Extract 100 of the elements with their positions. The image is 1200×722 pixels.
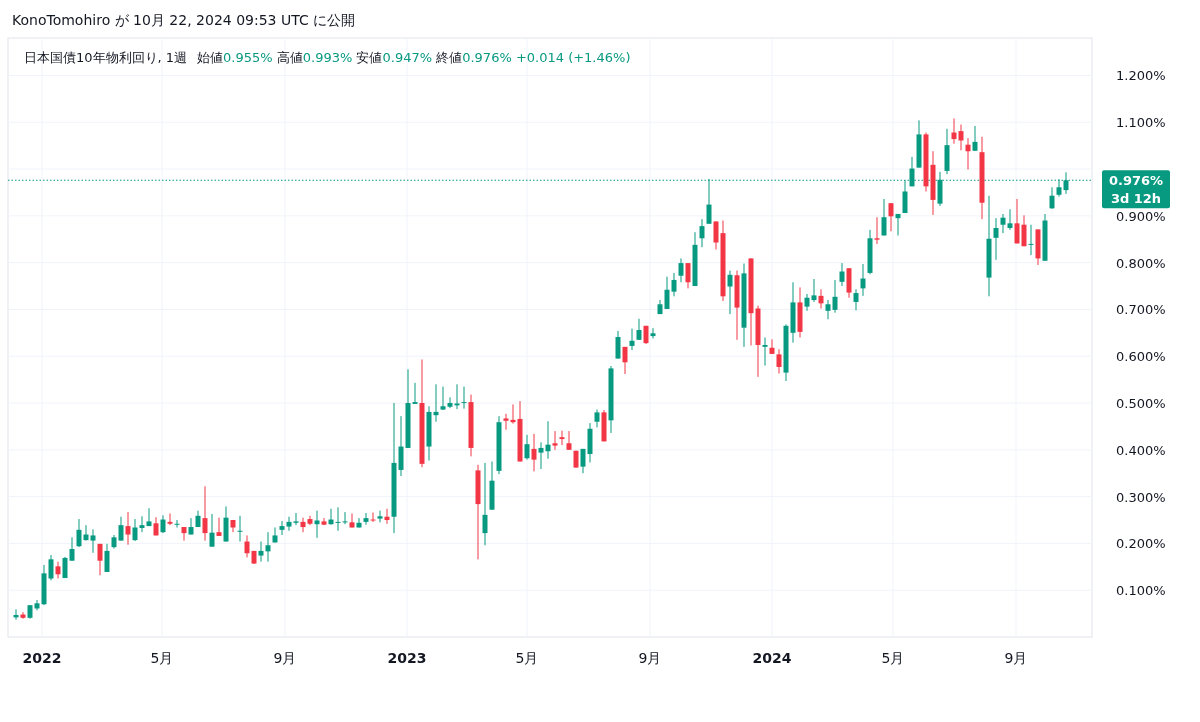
x-tick-label: 9月 bbox=[638, 650, 662, 666]
candlestick bbox=[839, 262, 845, 287]
candlestick bbox=[559, 430, 565, 446]
candlestick bbox=[629, 328, 635, 351]
candlestick bbox=[972, 125, 978, 152]
candlestick bbox=[1000, 213, 1006, 234]
candlestick bbox=[531, 433, 537, 472]
candlestick bbox=[853, 288, 859, 311]
text: 3d 12h bbox=[1110, 191, 1162, 207]
y-tick-label: 0.100% bbox=[1116, 583, 1166, 599]
text: 始値0.955% 高値0.993% 安値0.947% 終値0.976% +0.014 (+1.46%) bbox=[197, 50, 631, 65]
x-tick-label: 5月 bbox=[150, 650, 174, 666]
candlestick bbox=[762, 337, 768, 367]
candlestick bbox=[265, 531, 271, 563]
y-tick-label: 0.400% bbox=[1116, 442, 1166, 458]
candlestick bbox=[650, 327, 656, 339]
candlestick bbox=[1014, 198, 1020, 244]
y-tick-label: 0.900% bbox=[1116, 208, 1166, 224]
candlestick bbox=[335, 506, 341, 532]
candlestick bbox=[258, 541, 264, 563]
candlestick bbox=[713, 220, 719, 251]
candlestick bbox=[902, 179, 908, 214]
y-tick-label: 0.300% bbox=[1116, 489, 1166, 505]
candlestick bbox=[139, 515, 145, 533]
candlestick bbox=[769, 338, 775, 355]
candlestick bbox=[454, 383, 460, 410]
candlestick bbox=[580, 448, 586, 474]
candlestick bbox=[202, 485, 208, 542]
candlestick bbox=[216, 517, 222, 537]
candlestick bbox=[97, 543, 103, 576]
y-tick-label: 1.100% bbox=[1116, 115, 1166, 131]
candlestick bbox=[118, 516, 124, 542]
candlestick bbox=[566, 430, 572, 451]
candlestick bbox=[958, 124, 964, 151]
y-tick-label: 0.700% bbox=[1116, 302, 1166, 318]
candlestick bbox=[433, 383, 439, 423]
candlestick bbox=[286, 516, 292, 532]
candlestick bbox=[818, 288, 824, 309]
candlestick bbox=[125, 511, 131, 546]
candlestick bbox=[874, 216, 880, 245]
candlestick bbox=[811, 278, 817, 303]
candlestick bbox=[965, 137, 971, 170]
x-tick-label: 5月 bbox=[881, 650, 905, 666]
text: KonoTomohiro が 10月 22, 2024 09:53 UTC に公開 bbox=[12, 12, 356, 28]
candlestick bbox=[167, 512, 173, 526]
candlestick bbox=[104, 543, 110, 573]
candlestick bbox=[993, 217, 999, 261]
candlestick bbox=[622, 346, 628, 375]
candlestick bbox=[552, 430, 558, 451]
candlestick bbox=[832, 279, 838, 314]
candlestick bbox=[398, 415, 404, 477]
y-tick-label: 0.500% bbox=[1116, 396, 1166, 412]
candlestick bbox=[314, 510, 320, 539]
candlestick bbox=[776, 348, 782, 375]
candlestick bbox=[181, 526, 187, 542]
candlestick bbox=[727, 270, 733, 315]
candlestick bbox=[363, 512, 369, 526]
candlestick bbox=[1028, 224, 1034, 256]
candlestick bbox=[244, 534, 250, 558]
candlestick bbox=[482, 462, 488, 546]
candlestick bbox=[615, 330, 621, 360]
candlestick bbox=[804, 293, 810, 312]
candlestick bbox=[55, 561, 61, 579]
candlestick bbox=[1007, 208, 1013, 231]
y-tick-label: 0.200% bbox=[1116, 536, 1166, 552]
candlestick bbox=[1021, 214, 1027, 247]
candlestick bbox=[76, 518, 82, 548]
candlestick bbox=[209, 513, 215, 548]
candlestick bbox=[48, 554, 54, 581]
candlestick bbox=[384, 508, 390, 525]
candlestick bbox=[370, 512, 376, 523]
candlestick bbox=[349, 512, 355, 528]
candlestick bbox=[685, 262, 691, 289]
candlestick bbox=[699, 218, 705, 248]
candlestick bbox=[1056, 178, 1062, 198]
candlestick bbox=[300, 517, 306, 533]
candlestick bbox=[951, 117, 957, 145]
candlestick bbox=[447, 396, 453, 409]
candlestick bbox=[524, 434, 530, 461]
candlestick bbox=[293, 512, 299, 526]
candlestick bbox=[503, 413, 509, 431]
candlestick bbox=[888, 202, 894, 232]
candlestick bbox=[174, 519, 180, 528]
candlestick bbox=[538, 441, 544, 470]
candlestick bbox=[860, 263, 866, 297]
x-tick-label: 2022 bbox=[22, 650, 62, 666]
candlestick bbox=[664, 276, 670, 310]
candlestick bbox=[881, 198, 887, 236]
candlestick bbox=[272, 527, 278, 543]
candlestick bbox=[146, 507, 152, 527]
candlestick bbox=[188, 517, 194, 536]
candlestick bbox=[461, 386, 467, 410]
x-tick-label: 9月 bbox=[1004, 650, 1028, 666]
x-tick-label: 9月 bbox=[273, 650, 297, 666]
candlestick bbox=[377, 510, 383, 523]
x-tick-label: 2023 bbox=[387, 650, 427, 666]
y-tick-label: 0.600% bbox=[1116, 349, 1166, 365]
y-tick-label: 0.800% bbox=[1116, 255, 1166, 271]
candlestick bbox=[90, 528, 96, 554]
x-tick-label: 2024 bbox=[752, 650, 792, 666]
